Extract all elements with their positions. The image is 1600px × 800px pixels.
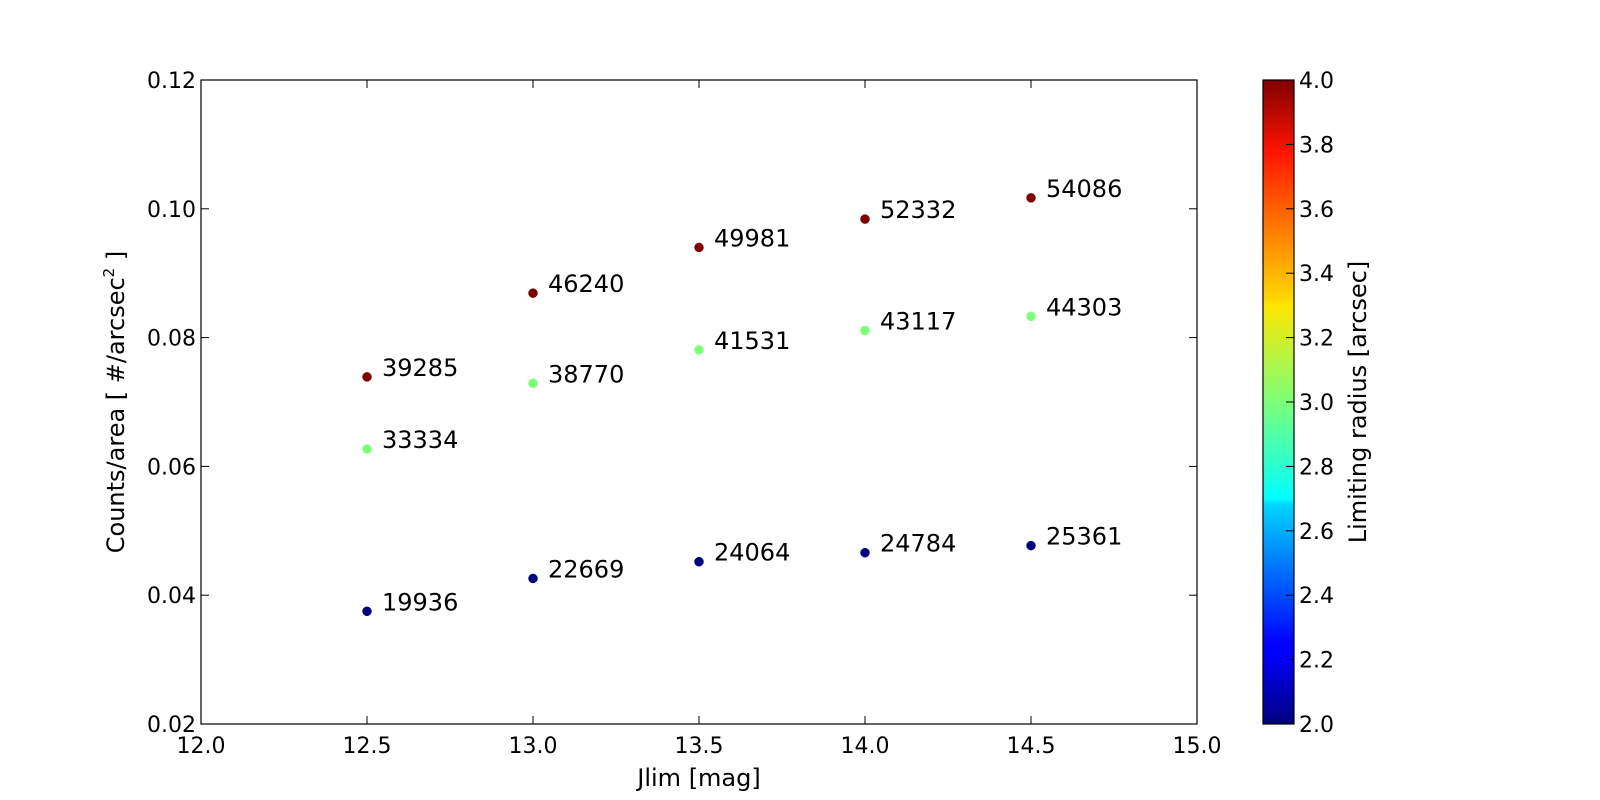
y-tick-label: 0.12 xyxy=(147,69,196,94)
data-point xyxy=(694,345,704,355)
data-point xyxy=(1026,311,1036,322)
colorbar-tick-label: 3.4 xyxy=(1299,262,1334,287)
x-tick-label: 15.0 xyxy=(1173,734,1222,759)
y-tick-label: 0.08 xyxy=(147,327,196,352)
data-point xyxy=(860,547,870,558)
x-tick-label: 14.5 xyxy=(1007,734,1056,759)
data-point xyxy=(362,606,372,617)
colorbar-tick-label: 3.6 xyxy=(1299,198,1334,223)
data-label: 43117 xyxy=(880,308,956,336)
data-point xyxy=(694,242,704,253)
data-label: 49981 xyxy=(714,224,790,252)
data-label: 19936 xyxy=(382,588,458,616)
data-label: 41531 xyxy=(714,327,790,355)
colorbar-label: Limiting radius [arcsec] xyxy=(1344,261,1372,544)
x-axis-ticks: 12.0 12.5 13.0 13.5 14.0 14.5 15.0 xyxy=(177,80,1222,759)
data-label: 46240 xyxy=(548,270,624,298)
y-axis-label: Counts/area [ #/arcsec2 ] xyxy=(100,251,130,553)
x-axis-label: Jlim [mag] xyxy=(635,764,760,792)
colorbar-tick-label: 2.0 xyxy=(1299,713,1334,738)
data-point xyxy=(1026,540,1036,551)
data-point xyxy=(860,214,870,224)
colorbar-tick-label: 2.6 xyxy=(1299,520,1334,545)
colorbar-ticks: 2.0 2.2 2.4 2.6 2.8 3.0 3.2 3.4 3.6 3.8 4.0 xyxy=(1286,69,1334,738)
x-tick-label: 14.0 xyxy=(841,734,890,759)
colorbar-tick-label: 3.2 xyxy=(1299,327,1334,352)
colorbar-tick-label: 2.8 xyxy=(1299,455,1334,480)
colorbar-tick-label: 3.0 xyxy=(1299,391,1334,416)
x-tick-label: 12.5 xyxy=(343,734,392,759)
colorbar-tick-label: 3.8 xyxy=(1299,133,1334,158)
data-label: 25361 xyxy=(1046,523,1122,551)
y-axis-label-superscript: 2 xyxy=(100,268,118,278)
data-label: 33334 xyxy=(382,426,458,454)
data-point xyxy=(694,556,704,567)
colorbar-tick-label: 4.0 xyxy=(1299,69,1334,94)
colorbar-tick-label: 2.4 xyxy=(1299,584,1334,609)
data-point xyxy=(1026,193,1036,203)
plot-area xyxy=(200,79,1198,725)
data-point xyxy=(528,378,538,389)
colorbar-tick-label: 2.2 xyxy=(1299,649,1334,674)
data-point xyxy=(528,288,538,298)
data-label: 22669 xyxy=(548,555,624,583)
data-point xyxy=(362,444,372,454)
data-point xyxy=(860,325,870,336)
y-tick-label: 0.06 xyxy=(147,455,196,480)
data-label: 39285 xyxy=(382,354,458,382)
x-tick-label: 12.0 xyxy=(177,734,226,759)
data-point xyxy=(528,573,538,584)
data-point xyxy=(362,372,372,382)
y-tick-label: 0.02 xyxy=(147,713,196,738)
data-label: 54086 xyxy=(1046,175,1122,203)
x-tick-label: 13.5 xyxy=(675,734,724,759)
x-tick-label: 13.0 xyxy=(509,734,558,759)
data-points: 19936 22669 24064 24784 25361 33334 38770 41531… xyxy=(362,175,1122,617)
y-tick-label: 0.04 xyxy=(147,584,196,609)
data-label: 24784 xyxy=(880,530,956,558)
data-label: 38770 xyxy=(548,360,624,388)
y-axis-ticks: 0.02 0.04 0.06 0.08 0.10 0.12 xyxy=(147,69,1197,738)
data-label: 24064 xyxy=(714,539,790,567)
data-label: 52332 xyxy=(880,196,956,224)
y-tick-label: 0.10 xyxy=(147,198,196,223)
data-label: 44303 xyxy=(1046,293,1122,321)
